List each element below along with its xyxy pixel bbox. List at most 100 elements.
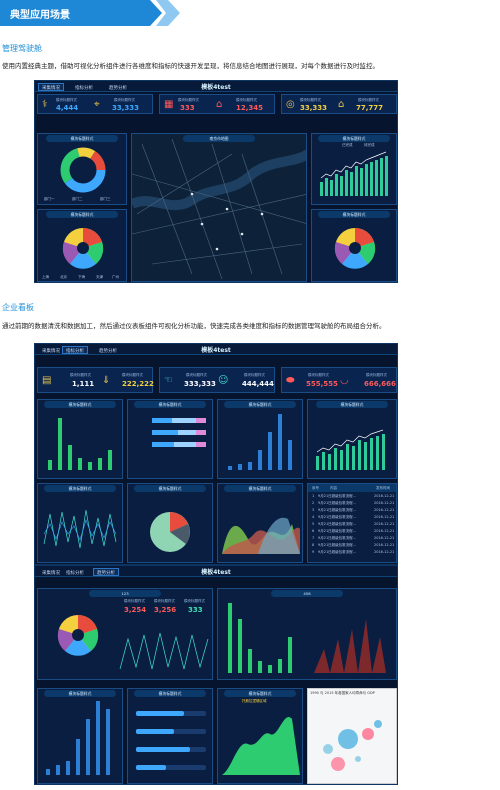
bubble-title: 1990 与 2015 年各国家人均寿命与 GDP (310, 691, 375, 695)
sunburst-chart (57, 615, 209, 670)
table-cell: 2016-12-21 (374, 543, 395, 547)
person-icon: ☺ (218, 375, 229, 386)
table-header: 序号 (312, 486, 319, 490)
dashboard-title: 模板4test (201, 347, 231, 354)
table-cell: 6 (312, 529, 315, 533)
panel-title: 模块标题样式 (318, 135, 390, 142)
kpi-value: 77,777 (356, 104, 384, 112)
kpi-value: 222,222 (122, 380, 154, 388)
stat-label: 模块标题样式 (124, 599, 145, 603)
pill-icon: ⬬ (286, 375, 295, 386)
dashboard-title: 模板4test (201, 84, 231, 91)
top-bar: 采集情况 指标分析 趋势分析 模板4test (35, 344, 397, 355)
table-cell: 2 (312, 501, 315, 505)
kpi-label: 模块标题样式 (178, 98, 199, 102)
panel-title: 模块标题样式 (44, 485, 116, 492)
table-header: 发布时间 (376, 486, 390, 490)
table-cell[interactable]: 9月21日超级包裹流程... (318, 494, 357, 498)
tab-indicator[interactable]: 指标分析 (62, 346, 88, 354)
tab-trend[interactable]: 趋势分析 (99, 349, 117, 354)
table-cell: 3 (312, 508, 315, 512)
tab-trend[interactable]: 趋势分析 (109, 86, 127, 91)
tab-collect[interactable]: 采集情况 (42, 349, 60, 354)
tab-trend[interactable]: 趋势分析 (93, 568, 119, 576)
building-icon: ▦ (164, 99, 174, 110)
kpi-label: 模块标题样式 (244, 373, 265, 377)
bubble-panel: 1990 与 2015 年各国家人均寿命与 GDP (307, 688, 397, 784)
table-cell: 2016-12-21 (374, 508, 395, 512)
stat-label: 模块标题样式 (184, 599, 205, 603)
tab-collect[interactable]: 采集情况 (42, 571, 60, 576)
stat-label: 模块标题样式 (154, 599, 175, 603)
top-bar: 采集情况 指标分析 趋势分析 模板4test (35, 566, 397, 577)
dashboard-cockpit: 采集情况 指标分析 趋势分析 模板4test ⚕ 模块标题样式 4,444 ⌖ … (34, 80, 398, 283)
kpi-value: 4,444 (56, 104, 79, 112)
panel-title: 模块标题样式 (46, 135, 118, 142)
kpi-value: 1,111 (72, 380, 95, 388)
legend-item: 下海 (78, 275, 85, 279)
panel-title: 模块标题样式 (224, 485, 296, 492)
table-cell[interactable]: 9月21日超级包裹流程... (318, 515, 357, 519)
panel-title: 123 (89, 590, 161, 597)
kpi-label: 模块标题样式 (366, 373, 387, 377)
section-title-cockpit: 管理驾驶舱 (2, 44, 42, 53)
table-cell[interactable]: 9月21日超级包裹流程... (318, 543, 357, 547)
kpi-value: 666,666 (364, 380, 396, 388)
kpi-label: 模块标题样式 (308, 373, 329, 377)
bubble-chart (323, 720, 382, 771)
sunburst-panel: 模块标题样式 (311, 209, 397, 282)
stat-value: 3,254 (124, 606, 147, 614)
legend-item: 待完成 (364, 143, 375, 147)
home-icon: ⌂ (338, 99, 345, 110)
legend-item: 已完成 (342, 143, 353, 147)
area-chart (222, 517, 300, 554)
city-map[interactable] (132, 134, 307, 282)
area-chart (222, 716, 300, 775)
kpi-label: 模块标题样式 (70, 373, 91, 377)
kpi-value: 333,333 (184, 380, 216, 388)
panel-title: 模块标题样式 (44, 401, 116, 408)
stethoscope-icon: ⚕ (42, 99, 48, 110)
bank-icon: ⌂ (216, 99, 223, 110)
bar-line-chart (320, 151, 388, 196)
bar-chart (46, 701, 110, 775)
legend-item: 天津 (96, 275, 103, 279)
tab-collect[interactable]: 采集情况 (38, 83, 64, 91)
panel-title: 模块标题样式 (134, 485, 206, 492)
map-panel: 南京市地图 (131, 133, 307, 282)
bar-mountain-chart (228, 603, 386, 673)
kpi-label: 模块标题样式 (186, 373, 207, 377)
table-cell: 5 (312, 522, 315, 526)
table-cell[interactable]: 9月21日超级包裹流程... (318, 522, 357, 526)
kpi-label: 模块标题样式 (358, 98, 379, 102)
legend-item: 部门二 (72, 197, 83, 201)
sunburst-chart (334, 228, 376, 269)
tab-indicator[interactable]: 指标分析 (66, 571, 84, 576)
legend-item: 广州 (112, 275, 119, 279)
news-table: 序号 内容 发布时间 1 9月21日超级包裹流程... 2016-12-21 2… (307, 483, 397, 563)
table-cell[interactable]: 9月21日超级包裹流程... (318, 536, 357, 540)
table-cell: 2016-12-21 (374, 501, 395, 505)
table-cell[interactable]: 9月21日超级包裹流程... (318, 501, 357, 505)
kpi-label: 模块标题样式 (122, 373, 143, 377)
dashboard-board: 采集情况 指标分析 趋势分析 模板4test ▤ 模块标题样式 1,111 ⇓ … (34, 343, 398, 565)
download-icon: ⇓ (102, 375, 111, 386)
tab-indicator[interactable]: 指标分析 (75, 86, 93, 91)
legend-item: 部门三 (100, 197, 111, 201)
wave-line-chart (43, 509, 117, 549)
table-cell[interactable]: 9月21日超级包裹流程... (318, 508, 357, 512)
table-cell[interactable]: 9月21日超级包裹流程... (318, 550, 357, 554)
area-caption: 托斯拉逻辑区域 (242, 699, 267, 703)
table-cell: 1 (312, 494, 315, 498)
coins-icon: ◎ (286, 99, 295, 110)
kpi-card: ◎ 模块标题样式 33,333 ⌂ 模块标题样式 77,777 (281, 94, 397, 114)
table-cell[interactable]: 9月21日超级包裹流程... (318, 529, 357, 533)
bar-panel: 模块标题样式 (37, 688, 123, 784)
table-cell: 7 (312, 536, 315, 540)
table-cell: 2016-12-21 (374, 529, 395, 533)
kpi-card: ▤ 模块标题样式 1,111 ⇓ 模块标题样式 222,222 (37, 367, 154, 393)
top-bar: 采集情况 指标分析 趋势分析 模板4test (35, 81, 397, 92)
bar-panel: 模块标题样式 (37, 399, 123, 479)
bowl-icon: ◡ (340, 375, 349, 386)
panel-title: 模块标题样式 (134, 401, 206, 408)
